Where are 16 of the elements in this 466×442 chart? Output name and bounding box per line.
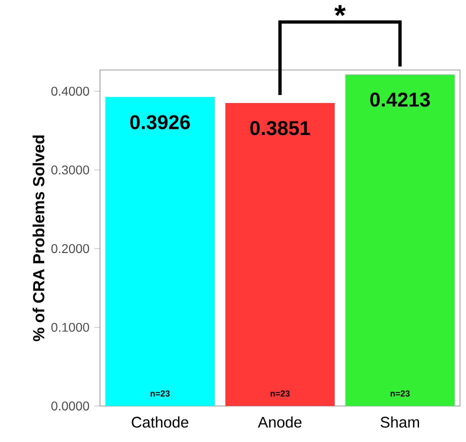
y-tick-label: 0.2000: [51, 244, 90, 254]
y-tick-label: 0.3000: [51, 165, 90, 174]
x-tick-label: Sham: [380, 416, 420, 428]
annotation: n=23: [390, 390, 410, 397]
annotation: n=23: [270, 390, 290, 397]
annotation: n=23: [150, 390, 170, 397]
x-tick-label: Cathode: [132, 416, 188, 428]
x-tick-label: Anode: [258, 416, 302, 428]
y-tick-label: 0.4000: [51, 86, 90, 96]
y-tick-label: 0.1000: [51, 322, 90, 332]
y-axis-title: % of CRA Problems Solved: [32, 135, 44, 342]
data-label: 0.3926: [130, 115, 190, 130]
y-tick-label: 0.0000: [51, 402, 90, 410]
data-label: 0.3851: [250, 121, 310, 136]
text: *: [334, 5, 346, 16]
data-label: 0.4213: [370, 92, 430, 107]
